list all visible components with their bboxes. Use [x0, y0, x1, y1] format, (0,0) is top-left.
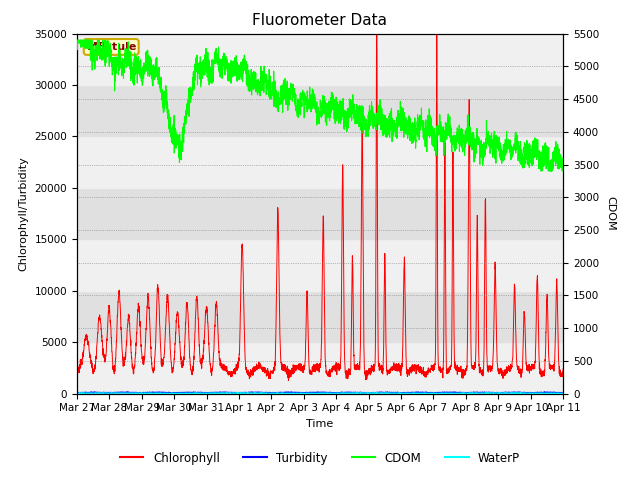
- Bar: [77, 34, 563, 85]
- Bar: [77, 240, 563, 291]
- Y-axis label: Chlorophyll/Turbidity: Chlorophyll/Turbidity: [19, 156, 29, 271]
- Bar: [77, 188, 563, 240]
- Bar: [77, 342, 563, 394]
- Title: Fluorometer Data: Fluorometer Data: [253, 13, 387, 28]
- Bar: [77, 136, 563, 188]
- Bar: [77, 291, 563, 342]
- Bar: [77, 85, 563, 136]
- Legend: Chlorophyll, Turbidity, CDOM, WaterP: Chlorophyll, Turbidity, CDOM, WaterP: [115, 447, 525, 469]
- X-axis label: Time: Time: [307, 419, 333, 429]
- Text: MB_tule: MB_tule: [86, 42, 136, 52]
- Y-axis label: CDOM: CDOM: [606, 196, 616, 231]
